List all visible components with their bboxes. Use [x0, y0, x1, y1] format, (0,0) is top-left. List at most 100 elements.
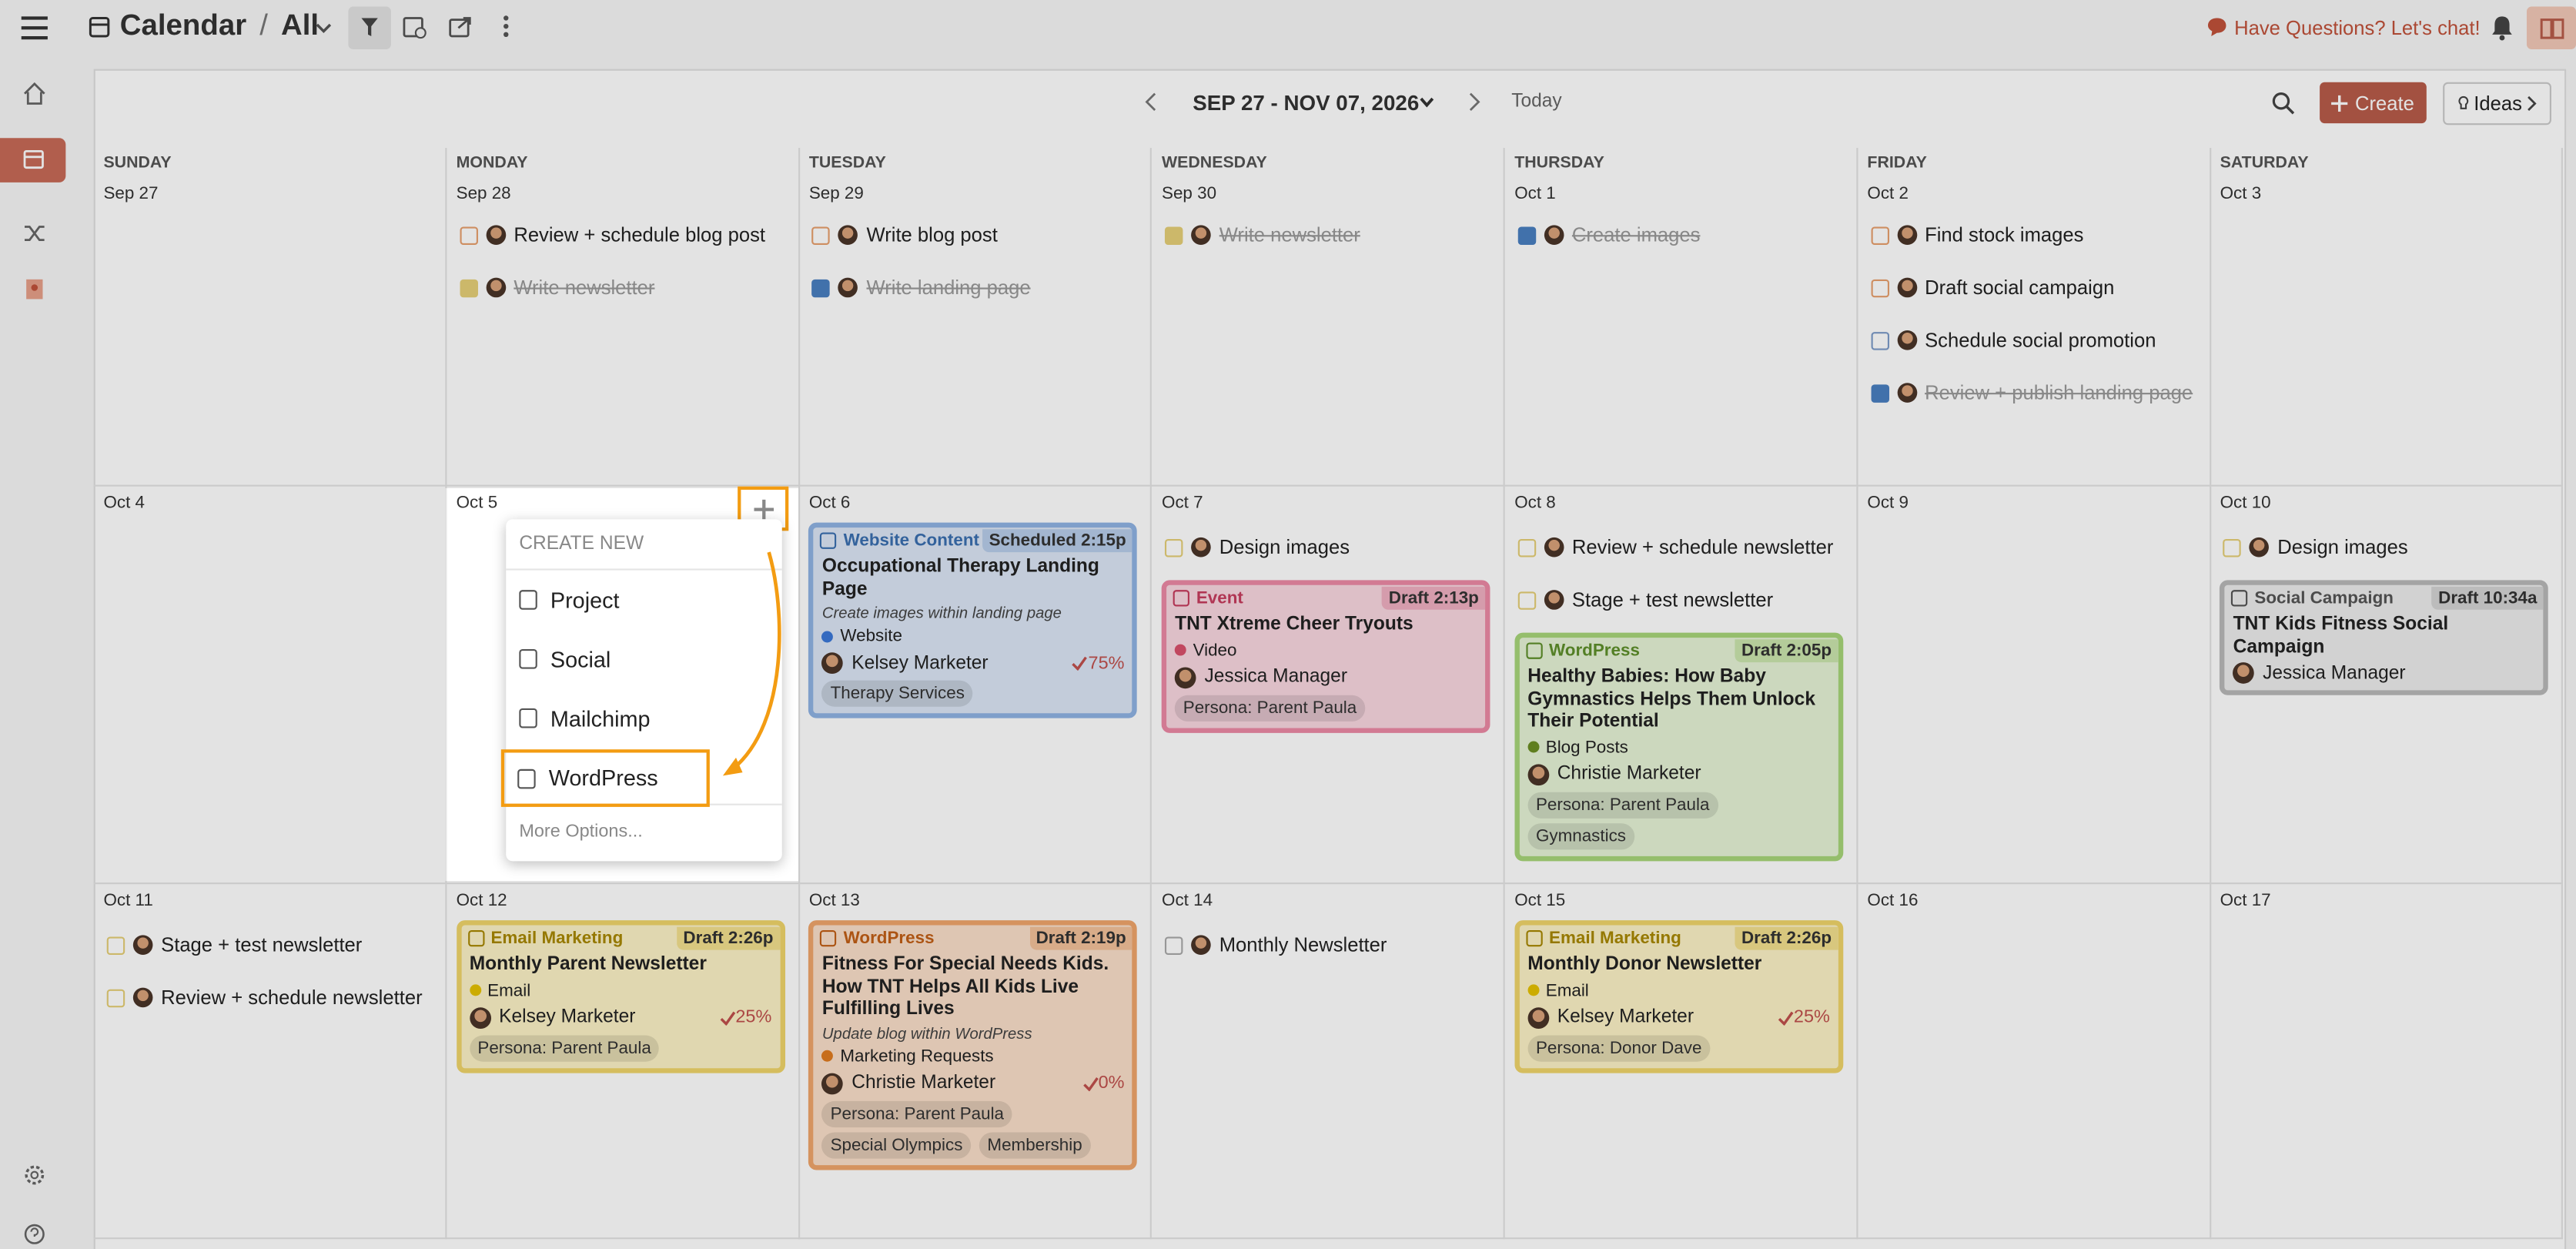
schedule-icon[interactable]: [403, 15, 427, 39]
range-chevron[interactable]: [1418, 95, 1436, 110]
menu-option[interactable]: Mailchimp: [506, 688, 782, 748]
checkbox[interactable]: [1517, 226, 1536, 244]
checkbox[interactable]: [1165, 226, 1183, 244]
day-cell: THURSDAY Oct 1 Create images: [1504, 148, 1858, 487]
view-select[interactable]: All: [281, 8, 319, 42]
task[interactable]: Find stock images: [1867, 209, 2199, 261]
settings-icon[interactable]: [23, 1164, 46, 1187]
content-card[interactable]: Website Content Scheduled 2:15p Occupation…: [808, 522, 1138, 718]
check-icon: [1072, 656, 1088, 671]
prev-button[interactable]: [1143, 90, 1159, 113]
today-button[interactable]: Today: [1511, 92, 1562, 112]
owner-name: Christie Marketer: [851, 1073, 996, 1093]
separator: /: [259, 8, 268, 42]
day-cell: SUNDAY Sep 27: [93, 148, 447, 487]
ideas-nav-icon[interactable]: [25, 278, 45, 301]
day-items: Write blog post Write landing page: [809, 209, 1141, 314]
checkbox[interactable]: [1870, 226, 1889, 244]
help-icon[interactable]: [23, 1223, 46, 1246]
weekday-label: THURSDAY: [1514, 154, 1604, 173]
task[interactable]: Stage + test newsletter: [103, 919, 435, 971]
task[interactable]: Design images: [1162, 521, 1494, 574]
day-cell: Oct 10 Design images Social Campaign Draft …: [2210, 486, 2564, 885]
task[interactable]: Schedule social promotion: [1867, 314, 2199, 367]
option-icon: [519, 708, 537, 728]
task[interactable]: Review + schedule newsletter: [1514, 521, 1846, 574]
checkbox[interactable]: [812, 278, 831, 297]
search-icon[interactable]: [2272, 92, 2295, 116]
menu-option[interactable]: Project: [506, 571, 782, 630]
task[interactable]: Create images: [1514, 209, 1846, 261]
content-card[interactable]: WordPress Draft 2:05p Healthy Babies: How …: [1514, 632, 1844, 861]
owner-name: Jessica Manager: [1204, 667, 1348, 688]
day-cell: Oct 8 Review + schedule newsletter Stage +…: [1504, 486, 1858, 885]
menu-button[interactable]: [20, 15, 49, 41]
menu-option[interactable]: Social: [506, 629, 782, 688]
task[interactable]: Stage + test newsletter: [1514, 574, 1846, 626]
checkbox[interactable]: [459, 278, 478, 297]
checkbox[interactable]: [106, 936, 125, 954]
home-icon[interactable]: [23, 82, 46, 105]
more-icon[interactable]: [501, 13, 511, 39]
content-card[interactable]: Event Draft 2:13p TNT Xtreme Cheer Tryouts…: [1162, 580, 1490, 732]
check-icon: [1778, 1010, 1794, 1025]
checkbox[interactable]: [106, 988, 125, 1007]
ideas-label: Ideas: [2474, 92, 2522, 116]
checkbox[interactable]: [1165, 936, 1183, 954]
task[interactable]: Write newsletter: [1162, 209, 1494, 261]
checkbox[interactable]: [1870, 278, 1889, 297]
calendar-nav-icon[interactable]: [23, 148, 45, 169]
day-date: Oct 14: [1162, 890, 1213, 911]
menu-option[interactable]: WordPress: [500, 749, 710, 807]
card-owner: Jessica Manager: [2233, 662, 2536, 684]
task[interactable]: Review + schedule blog post: [457, 209, 788, 261]
next-button[interactable]: [1465, 90, 1481, 113]
card-note: Create images within landing page: [821, 604, 1062, 623]
avatar: [486, 277, 506, 298]
content-card[interactable]: Social Campaign Draft 10:34a TNT Kids Fitn…: [2220, 580, 2549, 695]
progress: 0%: [1082, 1073, 1125, 1093]
content-card[interactable]: WordPress Draft 2:19p Fitness For Special …: [808, 920, 1138, 1170]
more-options[interactable]: More Options...: [506, 803, 782, 858]
task[interactable]: Monthly Newsletter: [1162, 919, 1494, 971]
content-card[interactable]: Email Marketing Draft 2:26p Monthly Parent…: [456, 920, 785, 1073]
checkbox[interactable]: [1517, 591, 1536, 609]
chat-link[interactable]: Have Questions? Let's chat!: [2234, 16, 2481, 40]
avatar: [1896, 277, 1917, 298]
checkbox[interactable]: [1165, 537, 1183, 557]
share-icon[interactable]: [449, 15, 473, 39]
day-cell: Oct 6 Website Content Scheduled 2:15p Occup…: [799, 486, 1153, 885]
weekday-label: SUNDAY: [103, 154, 172, 173]
day-date: Sep 28: [456, 184, 511, 204]
task[interactable]: Design images: [2220, 521, 2552, 574]
calendar-icon: [89, 16, 110, 38]
checkbox[interactable]: [2223, 537, 2242, 557]
shuffle-icon[interactable]: [23, 222, 46, 245]
task[interactable]: Review + publish landing page: [1867, 367, 2199, 419]
checkbox[interactable]: [812, 226, 831, 244]
view-chevron[interactable]: [314, 20, 334, 36]
create-button[interactable]: Create: [2320, 82, 2427, 124]
day-items: Stage + test newsletter Review + schedule…: [103, 919, 435, 1024]
task[interactable]: Write landing page: [809, 261, 1141, 313]
day-cell: WEDNESDAY Sep 30 Write newsletter: [1152, 148, 1506, 487]
task[interactable]: Draft social campaign: [1867, 261, 2199, 313]
day-cell: Oct 16: [1857, 884, 2211, 1240]
check-icon: [719, 1010, 735, 1025]
sidebar-active[interactable]: [0, 138, 66, 182]
checkbox[interactable]: [1870, 331, 1889, 350]
card-title: TNT Xtreme Cheer Tryouts: [1175, 614, 1413, 635]
type-icon: [1173, 589, 1190, 606]
notifications-icon[interactable]: [2491, 15, 2514, 41]
checkbox[interactable]: [1517, 537, 1536, 557]
task[interactable]: Write newsletter: [457, 261, 788, 313]
checkbox[interactable]: [1870, 383, 1889, 402]
task[interactable]: Write blog post: [809, 209, 1141, 261]
content-card[interactable]: Email Marketing Draft 2:26p Monthly Donor …: [1514, 920, 1844, 1073]
task-text: Review + publish landing page: [1925, 381, 2193, 405]
tag-text: Email: [487, 980, 531, 1000]
ideas-button[interactable]: Ideas: [2443, 82, 2551, 126]
task[interactable]: Review + schedule newsletter: [103, 971, 435, 1023]
date-range[interactable]: SEP 27 - NOV 07, 2026: [1193, 90, 1420, 116]
checkbox[interactable]: [459, 226, 478, 244]
